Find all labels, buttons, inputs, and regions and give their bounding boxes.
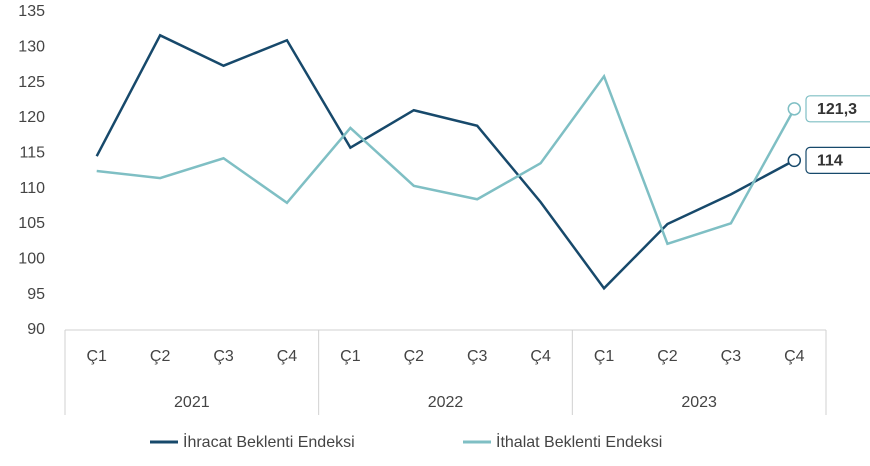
legend-label: İthalat Beklenti Endeksi	[496, 432, 662, 451]
label-box	[805, 95, 870, 123]
data-label: 114	[817, 153, 843, 170]
data-label: 121,3	[817, 101, 857, 118]
series-line	[96, 73, 796, 246]
x-tick-label: Ç4	[277, 348, 298, 365]
x-tick-label: Ç3	[721, 348, 742, 365]
point-marker	[787, 153, 802, 168]
legend-label: İhracat Beklenti Endeksi	[183, 432, 355, 451]
x-tick-label: Ç1	[86, 348, 107, 365]
y-tick-label: 110	[19, 180, 45, 197]
x-tick-label: Ç1	[594, 348, 615, 365]
y-tick-label: 115	[19, 145, 45, 162]
y-tick-label: 100	[18, 251, 45, 268]
point-marker	[787, 102, 802, 116]
x-tick-label: Ç3	[467, 348, 488, 365]
y-tick-label: 95	[27, 286, 45, 303]
label-box	[805, 146, 870, 174]
group-label: 2021	[174, 394, 210, 411]
x-tick-label: Ç4	[784, 348, 805, 365]
y-tick-label: 90	[27, 321, 45, 338]
y-tick-label: 120	[18, 109, 45, 126]
x-tick-label: Ç4	[530, 348, 551, 365]
series-line	[95, 33, 795, 291]
y-tick-label: 135	[18, 3, 45, 20]
y-tick-label: 125	[18, 74, 45, 91]
group-label: 2022	[428, 394, 464, 411]
y-tick-label: 130	[18, 39, 45, 56]
x-tick-label: Ç2	[657, 348, 678, 365]
y-tick-label: 105	[18, 215, 45, 232]
x-tick-label: Ç1	[340, 348, 361, 365]
x-tick-label: Ç2	[404, 348, 425, 365]
x-tick-label: Ç2	[150, 348, 171, 365]
x-tick-label: Ç3	[213, 348, 234, 365]
group-label: 2023	[681, 394, 717, 411]
